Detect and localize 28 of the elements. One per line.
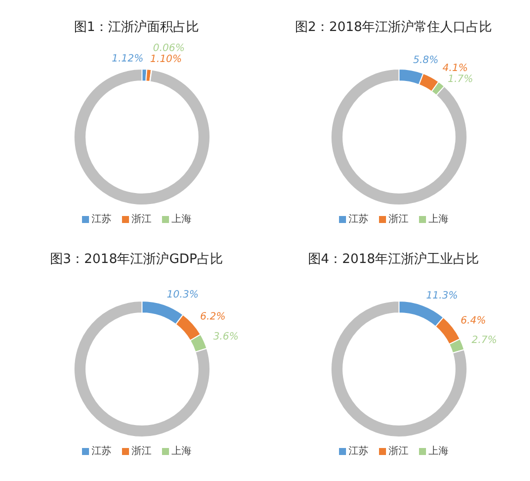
data-label: 1.10%: [150, 54, 182, 65]
legend-label: 上海: [170, 212, 192, 226]
data-label: 4.1%: [442, 62, 468, 74]
data-label: 5.8%: [412, 54, 438, 66]
data-label: 6.2%: [200, 312, 226, 323]
data-label: 1.12%: [111, 54, 144, 65]
data-label: 3.6%: [212, 332, 238, 343]
legend-label: 上海: [428, 444, 448, 458]
chart-title: 图4：2018年江浙沪工业占比: [308, 251, 480, 268]
legend-label: 浙江: [388, 212, 408, 226]
data-label: 10.3%: [166, 290, 198, 301]
chart-title: 图3：2018年江浙沪GDP占比: [50, 251, 224, 268]
chart-title: 图2：2018年江浙沪常住人口占比: [294, 19, 492, 36]
legend-label: 上海: [170, 444, 192, 458]
legend-label: 浙江: [130, 212, 152, 226]
data-label: 0.06%: [152, 42, 184, 54]
data-label: 6.4%: [460, 316, 486, 327]
legend-label: 浙江: [130, 444, 152, 458]
legend-label: 江苏: [90, 212, 112, 226]
legend-label: 上海: [428, 212, 448, 226]
data-label: 1.7%: [447, 74, 473, 85]
chart-title: 图1：江浙沪面积占比: [74, 19, 200, 36]
data-label: 2.7%: [471, 335, 497, 346]
legend-label: 江苏: [348, 444, 368, 458]
legend-label: 江苏: [90, 444, 112, 458]
legend-label: 江苏: [348, 212, 368, 226]
data-label: 11.3%: [426, 290, 458, 302]
legend-label: 浙江: [388, 444, 408, 458]
